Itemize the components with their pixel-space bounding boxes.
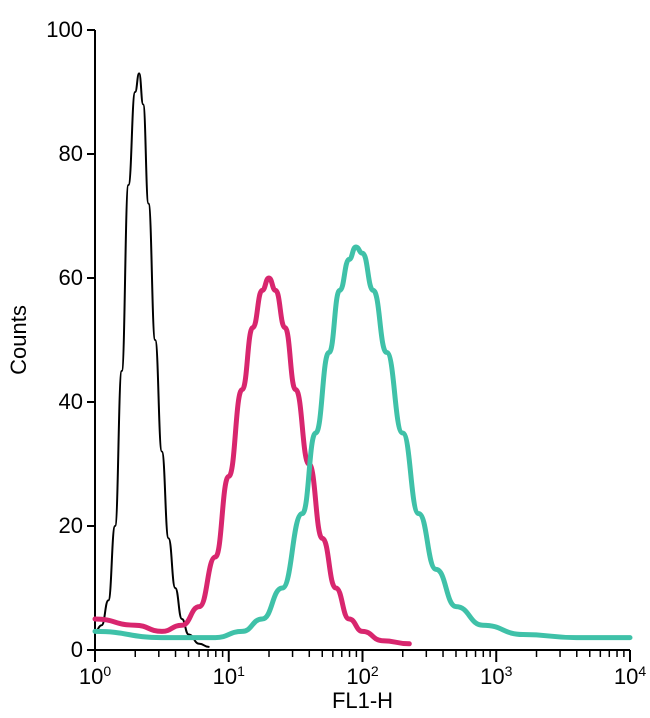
flow-cytometry-chart: 020406080100Counts100101102103104FL1-H [0, 0, 650, 718]
y-tick-label: 60 [59, 265, 83, 290]
chart-svg: 020406080100Counts100101102103104FL1-H [0, 0, 650, 718]
y-tick-label: 80 [59, 141, 83, 166]
y-axis-label: Counts [6, 305, 31, 375]
x-axis-label: FL1-H [332, 688, 393, 713]
y-tick-label: 100 [46, 17, 83, 42]
y-tick-label: 40 [59, 389, 83, 414]
y-tick-label: 0 [71, 637, 83, 662]
y-tick-label: 20 [59, 513, 83, 538]
